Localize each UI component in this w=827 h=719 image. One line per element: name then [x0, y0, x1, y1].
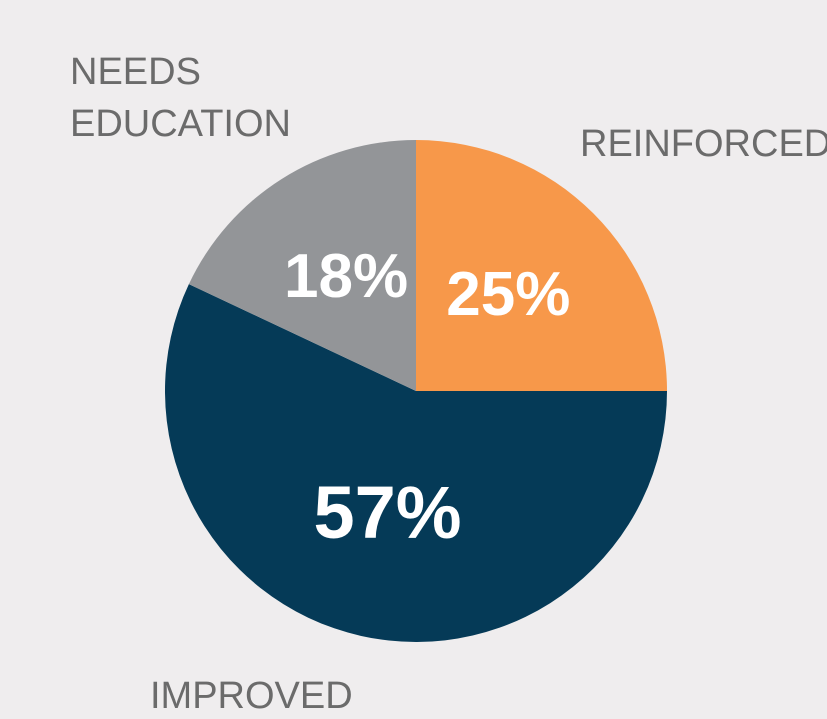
category-label: NEEDS EDUCATION: [70, 51, 291, 145]
pie-slice: [188, 140, 416, 391]
pie-slice: [416, 140, 667, 391]
value-label: 57%: [313, 471, 461, 554]
value-label: 18%: [284, 242, 408, 311]
value-label: 25%: [446, 260, 570, 329]
pie-slice: [164, 284, 667, 642]
category-label: IMPROVED: [150, 675, 353, 717]
category-label: REINFORCED: [580, 123, 827, 165]
